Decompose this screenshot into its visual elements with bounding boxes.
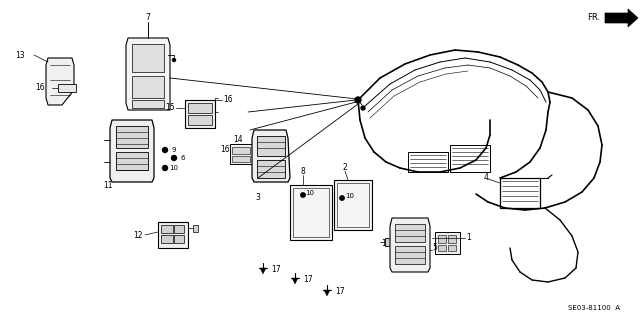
Bar <box>132 44 164 72</box>
Bar <box>161 235 173 243</box>
Text: 16: 16 <box>35 84 45 93</box>
Text: 10: 10 <box>346 193 355 199</box>
Bar <box>188 103 212 113</box>
Polygon shape <box>324 290 330 296</box>
Bar <box>174 235 184 243</box>
Text: FR.: FR. <box>587 13 600 23</box>
Circle shape <box>340 196 344 200</box>
Text: 14: 14 <box>233 136 243 145</box>
Polygon shape <box>110 120 154 182</box>
Bar <box>395 246 425 264</box>
Polygon shape <box>260 268 266 274</box>
Text: 16: 16 <box>220 145 230 154</box>
Text: 6: 6 <box>180 155 185 161</box>
Text: 1: 1 <box>466 234 471 242</box>
Bar <box>58 84 76 92</box>
Bar <box>500 178 540 208</box>
Text: 17: 17 <box>303 276 312 285</box>
Polygon shape <box>126 38 170 110</box>
Circle shape <box>172 155 177 160</box>
Bar <box>232 156 250 162</box>
Circle shape <box>163 166 168 170</box>
Bar <box>435 232 460 254</box>
Text: 7: 7 <box>145 13 150 23</box>
Circle shape <box>173 58 175 62</box>
Bar <box>193 225 198 232</box>
Bar <box>395 224 425 242</box>
Bar <box>293 188 329 237</box>
Bar <box>290 185 332 240</box>
Bar <box>450 145 490 172</box>
Text: SE03-81100  A: SE03-81100 A <box>568 305 620 311</box>
Bar <box>158 222 188 248</box>
Text: 15: 15 <box>165 103 175 113</box>
Bar <box>232 147 250 154</box>
Text: 3: 3 <box>255 194 260 203</box>
Text: 12: 12 <box>134 231 143 240</box>
Polygon shape <box>390 218 430 272</box>
Bar <box>161 225 173 233</box>
Bar <box>185 100 215 128</box>
Polygon shape <box>605 9 638 27</box>
Bar <box>408 152 448 172</box>
Bar <box>438 245 446 251</box>
Circle shape <box>163 147 168 152</box>
Polygon shape <box>252 130 290 182</box>
Text: 17: 17 <box>271 265 280 275</box>
Bar <box>337 183 369 227</box>
Bar <box>385 238 393 246</box>
Text: 13: 13 <box>15 50 25 60</box>
Circle shape <box>361 106 365 110</box>
Bar <box>116 126 148 148</box>
Text: 5: 5 <box>432 243 437 253</box>
Bar <box>448 245 456 251</box>
Circle shape <box>301 193 305 197</box>
Bar <box>448 235 456 243</box>
Text: 8: 8 <box>301 167 305 176</box>
Bar <box>174 225 184 233</box>
Bar <box>334 180 372 230</box>
Polygon shape <box>46 58 74 105</box>
Text: 11: 11 <box>103 181 113 189</box>
Text: 16: 16 <box>223 95 233 105</box>
Circle shape <box>355 97 361 103</box>
Polygon shape <box>292 278 298 284</box>
Bar <box>438 235 446 243</box>
Bar <box>116 152 148 170</box>
Bar <box>132 76 164 98</box>
Bar <box>188 115 212 125</box>
Bar <box>257 136 285 156</box>
Bar <box>132 100 164 108</box>
Text: 17: 17 <box>335 287 344 296</box>
Text: 9: 9 <box>172 147 176 153</box>
Text: 4: 4 <box>483 174 488 182</box>
Text: 2: 2 <box>342 164 348 173</box>
Bar <box>257 160 285 178</box>
Text: 1: 1 <box>381 239 386 248</box>
Text: 10: 10 <box>305 190 314 196</box>
Text: 10: 10 <box>170 165 179 171</box>
Bar <box>230 144 252 164</box>
